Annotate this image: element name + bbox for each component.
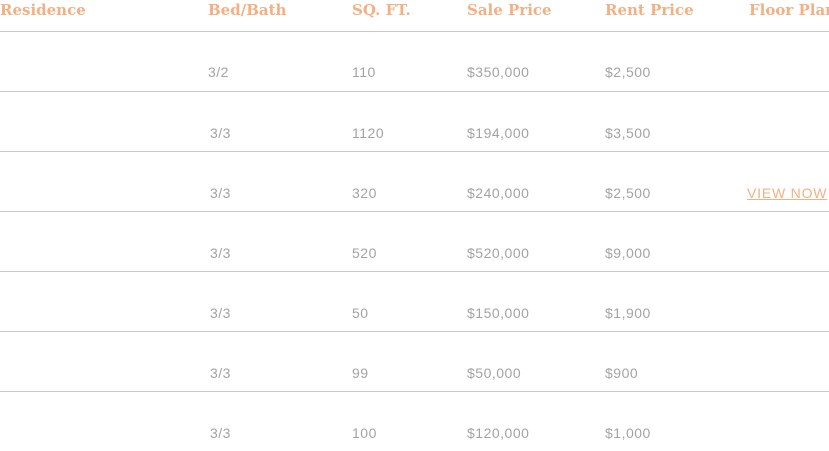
header-floor-plan: Floor Plan: [749, 1, 829, 19]
cell-sale-price: $150,000: [467, 305, 530, 321]
view-now-link[interactable]: VIEW NOW: [747, 185, 828, 201]
cell-rent-price: $9,000: [605, 245, 651, 261]
cell-sqft: 100: [352, 425, 377, 441]
cell-rent-price: $2,500: [605, 185, 651, 201]
header-rent-price: Rent Price: [605, 1, 694, 19]
cell-sale-price: $120,000: [467, 425, 530, 441]
cell-sqft: 110: [352, 64, 376, 80]
cell-sale-price: $194,000: [467, 125, 530, 141]
cell-bed-bath: 3/2: [208, 64, 229, 80]
cell-rent-price: $2,500: [605, 64, 651, 80]
floor-plan-cell: VIEW NOW: [747, 152, 827, 211]
cell-sale-price: $50,000: [467, 365, 522, 381]
cell-sale-price: $240,000: [467, 185, 530, 201]
table-header: Residence Bed/Bath SQ. FT. Sale Price Re…: [0, 0, 829, 32]
table-row: 3/3 99 $50,000 $900: [0, 332, 829, 392]
table-row: 3/2 110 $350,000 $2,500: [0, 32, 829, 92]
cell-sqft: 320: [352, 185, 377, 201]
cell-rent-price: $1,900: [605, 305, 651, 321]
header-sale-price: Sale Price: [467, 1, 552, 19]
table-row: 3/3 100 $120,000 $1,000: [0, 392, 829, 451]
table-row: 3/3 50 $150,000 $1,900: [0, 272, 829, 332]
cell-sale-price: $520,000: [467, 245, 530, 261]
cell-sqft: 99: [352, 365, 369, 381]
table-row: 3/3 520 $520,000 $9,000: [0, 212, 829, 272]
cell-bed-bath: 3/3: [210, 185, 231, 201]
cell-sqft: 50: [352, 305, 369, 321]
cell-bed-bath: 3/3: [210, 305, 231, 321]
cell-bed-bath: 3/3: [210, 425, 231, 441]
cell-rent-price: $900: [605, 365, 639, 381]
cell-rent-price: $3,500: [605, 125, 651, 141]
header-sqft: SQ. FT.: [352, 1, 411, 19]
cell-sale-price: $350,000: [467, 64, 530, 80]
cell-sqft: 1120: [352, 125, 385, 141]
table-row: 3/3 320 $240,000 $2,500 VIEW NOW: [0, 152, 829, 212]
cell-bed-bath: 3/3: [210, 365, 231, 381]
cell-sqft: 520: [352, 245, 377, 261]
table-row: 3/3 1120 $194,000 $3,500: [0, 92, 829, 152]
header-bed-bath: Bed/Bath: [208, 1, 287, 19]
header-residence: Residence: [0, 1, 86, 19]
cell-rent-price: $1,000: [605, 425, 651, 441]
cell-bed-bath: 3/3: [210, 125, 231, 141]
cell-bed-bath: 3/3: [210, 245, 231, 261]
